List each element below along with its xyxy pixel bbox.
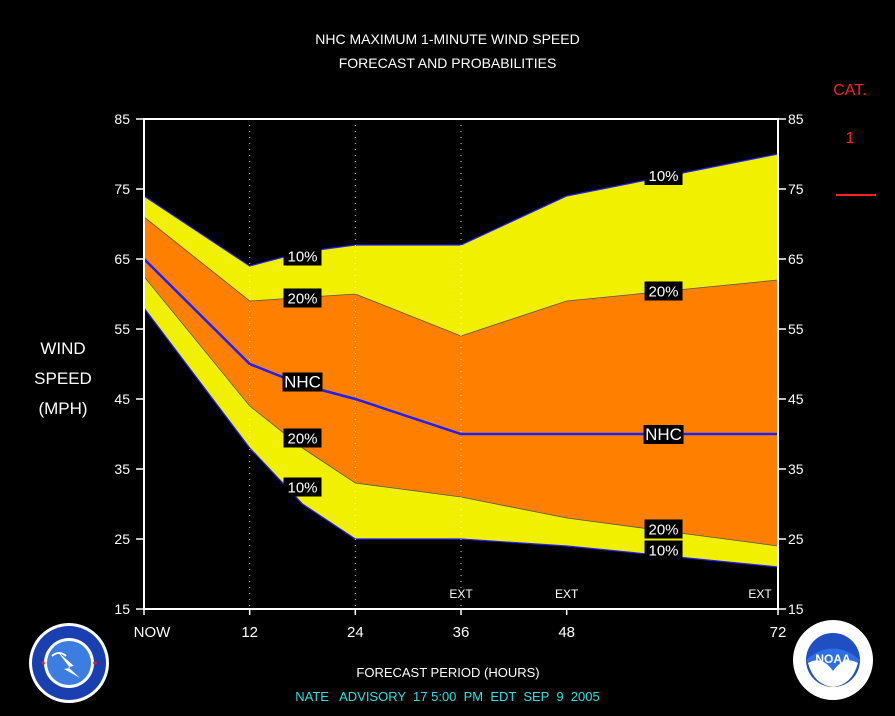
y-tick-label-left-25: 25 [114,531,130,547]
y-tick-label-left-35: 35 [114,461,130,477]
y-tick-label-left-55: 55 [114,321,130,337]
ext-label-48: EXT [555,587,579,601]
chart-title: NHC MAXIMUM 1-MINUTE WIND SPEED [315,31,580,47]
advisory-footer: NATE ADVISORY 17 5:00 PM EDT SEP 9 2005 [295,689,600,704]
band-label-3: 20% [287,431,317,448]
y-tick-label-left-15: 15 [114,601,130,617]
y-axis-label-line-1: WIND [40,339,86,358]
y-tick-label-right-45: 45 [788,391,804,407]
y-axis-label: WIND SPEED (MPH) [18,334,108,424]
band-label-0: 10% [287,249,317,266]
band-label-4: 10% [287,480,317,497]
x-tick-label-36: 36 [453,624,470,641]
band-label-2: NHC [284,373,321,392]
band-label-5: 10% [649,168,679,185]
x-tick-label-72: 72 [770,624,787,641]
y-tick-label-right-15: 15 [788,601,804,617]
band-label-box-6 [644,281,683,301]
category-value: 1 [845,130,855,147]
band-label-box-9 [644,540,683,560]
band-label-box-2 [282,372,323,392]
category-title: CAT. [833,82,867,99]
x-axis-label: FORECAST PERIOD (HOURS) [356,665,540,680]
x-tick-label-48: 48 [558,624,575,641]
nws-logo [28,622,110,704]
band-label-box-3 [283,428,322,448]
x-tick-label-24: 24 [347,624,364,641]
band-label-6: 20% [649,284,679,301]
category-threshold-marker [836,194,876,196]
band-label-box-8 [644,519,683,539]
band-label-box-4 [283,477,322,497]
band-label-8: 20% [649,522,679,539]
band-label-1: 20% [287,291,317,308]
band-label-box-1 [283,288,322,308]
y-tick-label-right-25: 25 [788,531,804,547]
chart-subtitle: FORECAST AND PROBABILITIES [338,55,557,71]
noaa-logo: NOAA [792,619,874,701]
y-tick-label-left-45: 45 [114,391,130,407]
ext-label-36: EXT [449,587,473,601]
y-tick-label-left-65: 65 [114,251,130,267]
ext-label-72: EXT [748,587,772,601]
band-label-box-5 [644,166,683,185]
y-axis-label-line-2: SPEED [34,369,92,388]
y-tick-label-right-65: 65 [788,251,804,267]
y-axis-label-line-3: (MPH) [38,399,88,418]
band-label-7: NHC [645,425,682,444]
band-label-box-0 [283,246,322,266]
y-tick-label-right-55: 55 [788,321,804,337]
y-tick-label-left-85: 85 [114,111,130,127]
y-tick-label-right-35: 35 [788,461,804,477]
x-tick-label-now: NOW [134,624,172,641]
y-tick-label-left-75: 75 [114,181,130,197]
x-tick-label-12: 12 [241,624,258,641]
band-label-9: 10% [649,543,679,560]
noaa-logo-text: NOAA [815,652,851,666]
y-tick-label-right-75: 75 [788,181,804,197]
y-tick-label-right-85: 85 [788,111,804,127]
band-label-box-7 [643,425,684,444]
